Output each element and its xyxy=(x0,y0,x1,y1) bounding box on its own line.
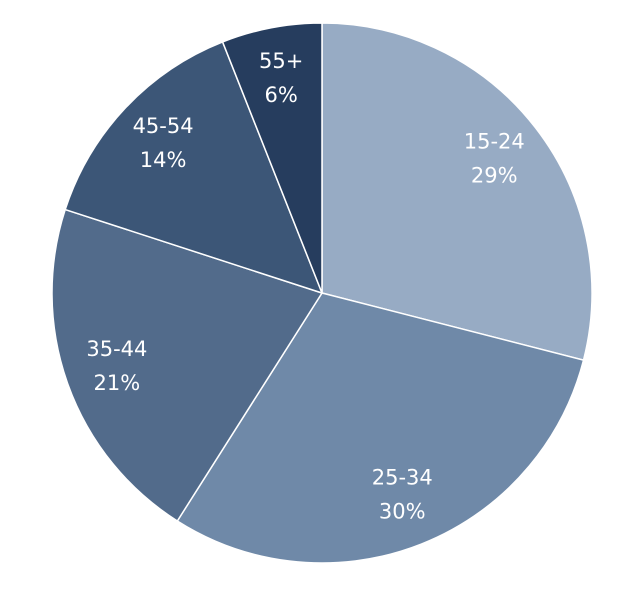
slice-category-label: 45-54 xyxy=(133,114,194,138)
slice-value-label: 14% xyxy=(140,148,187,172)
slice-category-label: 25-34 xyxy=(372,466,433,490)
pie-slice xyxy=(51,208,324,523)
slice-category-label: 55+ xyxy=(259,49,303,73)
slice-value-label: 21% xyxy=(94,371,141,395)
slice-value-label: 30% xyxy=(379,500,426,524)
pie-slice xyxy=(64,40,324,295)
pie-slice xyxy=(221,22,323,294)
slice-category-label: 15-24 xyxy=(464,129,525,153)
slice-value-label: 29% xyxy=(471,163,518,187)
slice-category-label: 35-44 xyxy=(86,337,147,361)
slice-value-label: 6% xyxy=(264,83,297,107)
pie-slice xyxy=(321,22,593,362)
pie-slice xyxy=(176,292,585,564)
